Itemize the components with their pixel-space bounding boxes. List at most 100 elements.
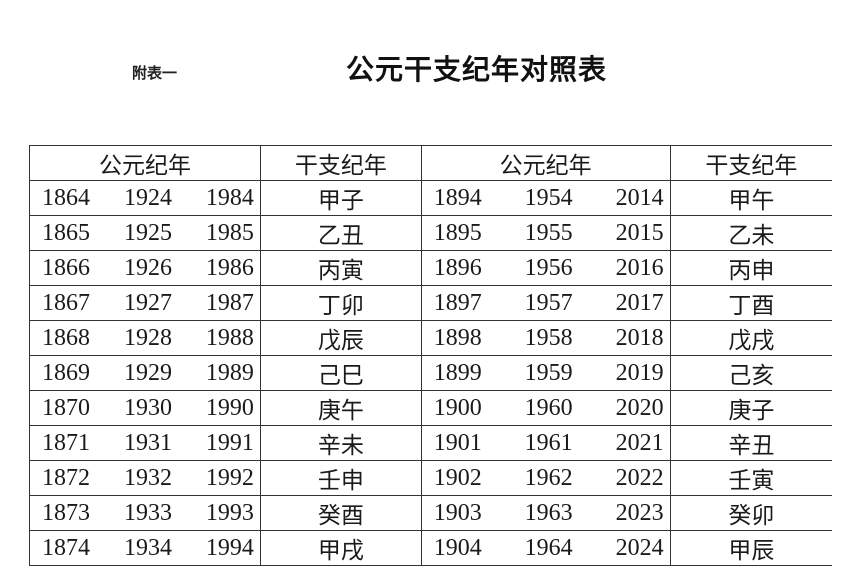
- right-ganzhi-cell: 庚子: [669, 390, 832, 426]
- year-value: 1871: [42, 429, 90, 456]
- year-value: 2020: [615, 394, 664, 421]
- right-years-cell: 1898 1958 2018: [420, 320, 671, 356]
- year-value: 2024: [615, 534, 664, 561]
- table-row: 1865 1925 1985 乙丑 1895 1955 2015 乙未: [29, 215, 832, 251]
- years-group: 1866 1926 1986: [30, 255, 260, 282]
- right-ganzhi-cell: 戊戌: [669, 320, 832, 356]
- year-value: 1894: [433, 184, 482, 211]
- years-group: 1904 1964 2024: [422, 535, 670, 562]
- year-value: 1897: [433, 289, 482, 316]
- right-years-cell: 1902 1962 2022: [420, 460, 671, 496]
- year-value: 1873: [42, 499, 90, 526]
- right-ganzhi-cell: 甲辰: [669, 530, 832, 566]
- year-value: 1961: [524, 429, 573, 456]
- left-ganzhi-cell: 乙丑: [259, 215, 422, 251]
- year-value: 1958: [524, 324, 573, 351]
- year-value: 1956: [524, 254, 573, 281]
- year-value: 1963: [524, 499, 573, 526]
- column-header: 干支纪年: [259, 145, 422, 181]
- right-years-cell: 1901 1961 2021: [420, 425, 671, 461]
- year-value: 1927: [123, 289, 172, 316]
- year-value: 2015: [615, 219, 664, 246]
- left-years-cell: 1873 1933 1993: [29, 495, 261, 531]
- left-years-cell: 1870 1930 1990: [29, 390, 261, 426]
- table-header-row: 公元纪年 干支纪年 公元纪年 干支纪年: [29, 145, 832, 181]
- year-value: 1900: [433, 394, 482, 421]
- left-years-cell: 1864 1924 1984: [29, 180, 261, 216]
- left-years-cell: 1869 1929 1989: [29, 355, 261, 391]
- year-value: 2014: [615, 184, 664, 211]
- year-value: 1934: [123, 534, 172, 561]
- years-group: 1864 1924 1984: [30, 185, 260, 212]
- year-value: 1962: [524, 464, 573, 491]
- year-value: 1990: [205, 394, 254, 421]
- table-row: 1869 1929 1989 己巳 1899 1959 2019 己亥: [29, 355, 832, 391]
- left-years-cell: 1872 1932 1992: [29, 460, 261, 496]
- left-ganzhi-cell: 丙寅: [259, 250, 422, 286]
- years-group: 1872 1932 1992: [30, 465, 260, 492]
- year-value: 1989: [205, 359, 254, 386]
- table-row: 1870 1930 1990 庚午 1900 1960 2020 庚子: [29, 390, 832, 426]
- year-value: 1931: [123, 429, 172, 456]
- year-value: 1985: [205, 219, 254, 246]
- year-value: 1984: [205, 184, 254, 211]
- year-value: 1865: [42, 219, 90, 246]
- right-ganzhi-cell: 甲午: [669, 180, 832, 216]
- year-value: 1901: [433, 429, 482, 456]
- right-years-cell: 1897 1957 2017: [420, 285, 671, 321]
- column-header: 公元纪年: [420, 145, 671, 181]
- years-group: 1865 1925 1985: [30, 220, 260, 247]
- table-row: 1871 1931 1991 辛未 1901 1961 2021 辛丑: [29, 425, 832, 461]
- years-group: 1870 1930 1990: [30, 395, 260, 422]
- years-group: 1874 1934 1994: [30, 535, 260, 562]
- year-value: 1903: [433, 499, 482, 526]
- year-value: 1866: [42, 254, 90, 281]
- years-group: 1867 1927 1987: [30, 290, 260, 317]
- table-row: 1872 1932 1992 壬申 1902 1962 2022 壬寅: [29, 460, 832, 496]
- year-value: 1959: [524, 359, 573, 386]
- year-value: 2021: [615, 429, 664, 456]
- year-value: 1867: [42, 289, 90, 316]
- left-ganzhi-cell: 丁卯: [259, 285, 422, 321]
- year-value: 1928: [123, 324, 172, 351]
- appendix-label: 附表一: [132, 64, 178, 82]
- left-years-cell: 1868 1928 1988: [29, 320, 261, 356]
- years-group: 1897 1957 2017: [422, 290, 670, 317]
- year-conversion-table: 公元纪年 干支纪年 公元纪年 干支纪年 1864 1924 1984 甲子 1894 19…: [29, 145, 832, 566]
- right-ganzhi-cell: 辛丑: [669, 425, 832, 461]
- year-value: 1874: [42, 534, 90, 561]
- right-ganzhi-cell: 癸卯: [669, 495, 832, 531]
- year-value: 1992: [205, 464, 254, 491]
- left-ganzhi-cell: 壬申: [259, 460, 422, 496]
- year-value: 1932: [123, 464, 172, 491]
- year-value: 1994: [205, 534, 254, 561]
- year-value: 1991: [205, 429, 254, 456]
- years-group: 1903 1963 2023: [422, 500, 670, 527]
- year-value: 1986: [205, 254, 254, 281]
- year-value: 1926: [123, 254, 172, 281]
- year-value: 1987: [205, 289, 254, 316]
- year-value: 1925: [123, 219, 172, 246]
- years-group: 1894 1954 2014: [422, 185, 670, 212]
- years-group: 1895 1955 2015: [422, 220, 670, 247]
- left-ganzhi-cell: 庚午: [259, 390, 422, 426]
- table-row: 1864 1924 1984 甲子 1894 1954 2014 甲午: [29, 180, 832, 216]
- year-value: 1960: [524, 394, 573, 421]
- year-value: 2018: [615, 324, 664, 351]
- table-row: 1868 1928 1988 戊辰 1898 1958 2018 戊戌: [29, 320, 832, 356]
- year-value: 1904: [433, 534, 482, 561]
- year-value: 2016: [615, 254, 664, 281]
- years-group: 1896 1956 2016: [422, 255, 670, 282]
- right-years-cell: 1895 1955 2015: [420, 215, 671, 251]
- right-ganzhi-cell: 丁酉: [669, 285, 832, 321]
- right-years-cell: 1900 1960 2020: [420, 390, 671, 426]
- year-value: 1930: [123, 394, 172, 421]
- year-value: 1872: [42, 464, 90, 491]
- table-row: 1867 1927 1987 丁卯 1897 1957 2017 丁酉: [29, 285, 832, 321]
- year-value: 2022: [615, 464, 664, 491]
- year-value: 1964: [524, 534, 573, 561]
- left-ganzhi-cell: 癸酉: [259, 495, 422, 531]
- right-ganzhi-cell: 丙申: [669, 250, 832, 286]
- year-value: 1924: [123, 184, 172, 211]
- right-ganzhi-cell: 乙未: [669, 215, 832, 251]
